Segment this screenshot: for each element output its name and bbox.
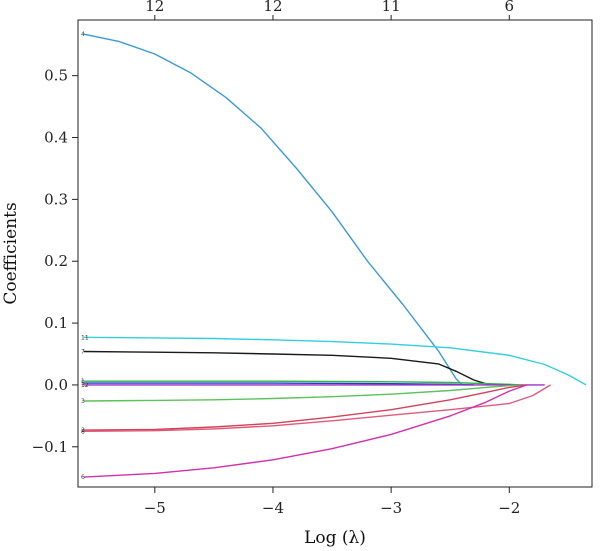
x-tick-label: −4	[262, 499, 284, 517]
y-tick-label: −0.1	[32, 438, 68, 456]
top-tick-label: 6	[505, 0, 515, 15]
series-label-3: 3	[81, 398, 85, 405]
y-axis-title: Coefficients	[1, 202, 21, 304]
series-line-7	[83, 350, 492, 386]
series-line-6	[83, 384, 528, 478]
top-tick-label: 12	[145, 0, 164, 15]
x-axis-title: Log (λ)	[304, 528, 366, 548]
y-tick-label: 0.2	[44, 252, 68, 270]
y-tick-label: 0.1	[44, 314, 68, 332]
series-label-6: 6	[81, 474, 85, 481]
plot-frame	[77, 19, 593, 488]
tick-layer: −5 −4 −3 −2−0.10.00.10.20.30.40.512 12 11 6	[32, 0, 521, 517]
top-tick-label: 12	[263, 0, 282, 15]
series-line-4	[83, 33, 474, 386]
series-label-4: 4	[81, 31, 85, 38]
y-tick-label: 0.3	[44, 190, 68, 208]
series-label-7: 7	[81, 349, 85, 356]
series-line-3	[83, 384, 522, 402]
series-label-1: 1	[81, 378, 85, 385]
series-label-11: 11	[81, 334, 89, 341]
y-tick-label: 0.4	[44, 129, 68, 147]
series-label-8: 8	[81, 428, 85, 435]
series-label-12: 12	[81, 382, 89, 389]
x-tick-label: −3	[380, 499, 402, 517]
series-line-11	[83, 336, 587, 386]
series-line-8	[83, 384, 551, 432]
y-tick-label: 0.5	[44, 67, 68, 85]
y-tick-label: 0.0	[44, 376, 68, 394]
x-tick-label: −2	[498, 499, 520, 517]
top-tick-label: 11	[382, 0, 401, 15]
series-label-2: 2	[81, 427, 85, 434]
series-line-2	[83, 384, 528, 431]
series-label-5: 5	[81, 380, 85, 387]
x-tick-label: −5	[144, 499, 166, 517]
